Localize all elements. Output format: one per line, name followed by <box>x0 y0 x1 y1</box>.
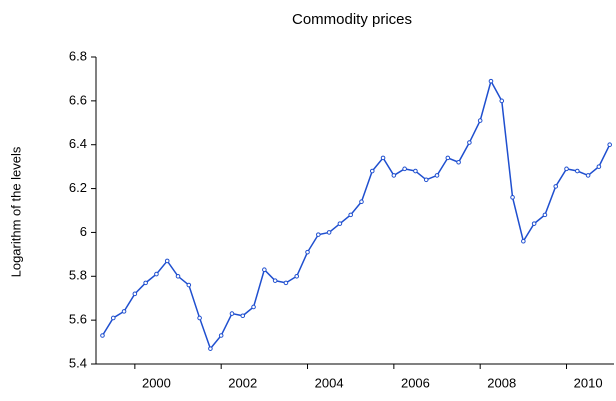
chart-title: Commodity prices <box>292 11 412 28</box>
point-marker <box>423 177 429 183</box>
point-marker <box>305 249 310 255</box>
point-marker <box>607 142 612 148</box>
point-marker <box>143 280 148 286</box>
point-marker <box>132 291 138 297</box>
point-marker <box>283 280 289 286</box>
point-marker <box>229 311 235 316</box>
x-tick-label: 2010 <box>574 375 603 390</box>
point-marker <box>337 221 343 226</box>
point-marker <box>208 346 213 351</box>
point-marker <box>521 238 526 244</box>
y-axis-label: Logarithm of the levels <box>8 146 23 277</box>
point-marker <box>316 232 321 237</box>
point-marker <box>434 173 440 178</box>
point-marker <box>531 221 537 226</box>
point-marker <box>359 199 364 205</box>
y-tick-label: 5.4 <box>69 355 87 370</box>
point-marker <box>326 230 332 235</box>
x-tick-label: 2008 <box>487 375 516 390</box>
point-marker <box>488 78 494 84</box>
y-tick-label: 6.4 <box>69 136 87 151</box>
y-tick-label: 5.8 <box>69 268 87 283</box>
point-marker <box>553 184 559 189</box>
point-marker <box>585 173 591 178</box>
point-marker <box>456 159 461 165</box>
point-marker <box>402 166 407 172</box>
y-tick-label: 5.6 <box>69 312 87 327</box>
line-series <box>101 79 611 351</box>
y-tick-label: 6 <box>80 224 87 239</box>
point-marker <box>467 140 472 145</box>
point-marker <box>154 271 159 277</box>
point-marker <box>380 155 386 161</box>
point-marker <box>186 282 192 288</box>
point-marker <box>251 304 256 310</box>
point-marker <box>110 315 116 321</box>
point-marker <box>218 333 224 338</box>
point-marker <box>175 273 181 279</box>
point-marker <box>369 168 375 174</box>
point-marker <box>262 267 267 273</box>
point-marker <box>272 278 278 283</box>
x-tick-label: 2000 <box>142 375 171 390</box>
x-tick-label: 2002 <box>228 375 257 390</box>
point-marker <box>510 195 515 200</box>
point-marker <box>100 333 105 338</box>
point-marker <box>164 258 170 264</box>
y-tick-label: 6.8 <box>69 48 87 63</box>
y-tick-label: 6.6 <box>69 92 87 107</box>
point-marker <box>240 313 246 319</box>
point-marker <box>197 315 202 321</box>
point-marker <box>477 118 483 123</box>
x-tick-label: 2004 <box>315 375 344 390</box>
point-marker <box>542 212 548 218</box>
point-marker <box>596 164 602 169</box>
point-marker <box>348 212 353 218</box>
point-marker <box>391 173 397 178</box>
x-tick-label: 2006 <box>401 375 430 390</box>
point-marker <box>564 166 569 172</box>
point-marker <box>575 168 580 174</box>
point-marker <box>121 309 127 314</box>
point-marker <box>445 155 451 161</box>
y-tick-label: 6.2 <box>69 180 87 195</box>
point-marker <box>499 98 505 104</box>
point-marker <box>294 273 300 279</box>
point-marker <box>413 168 418 174</box>
